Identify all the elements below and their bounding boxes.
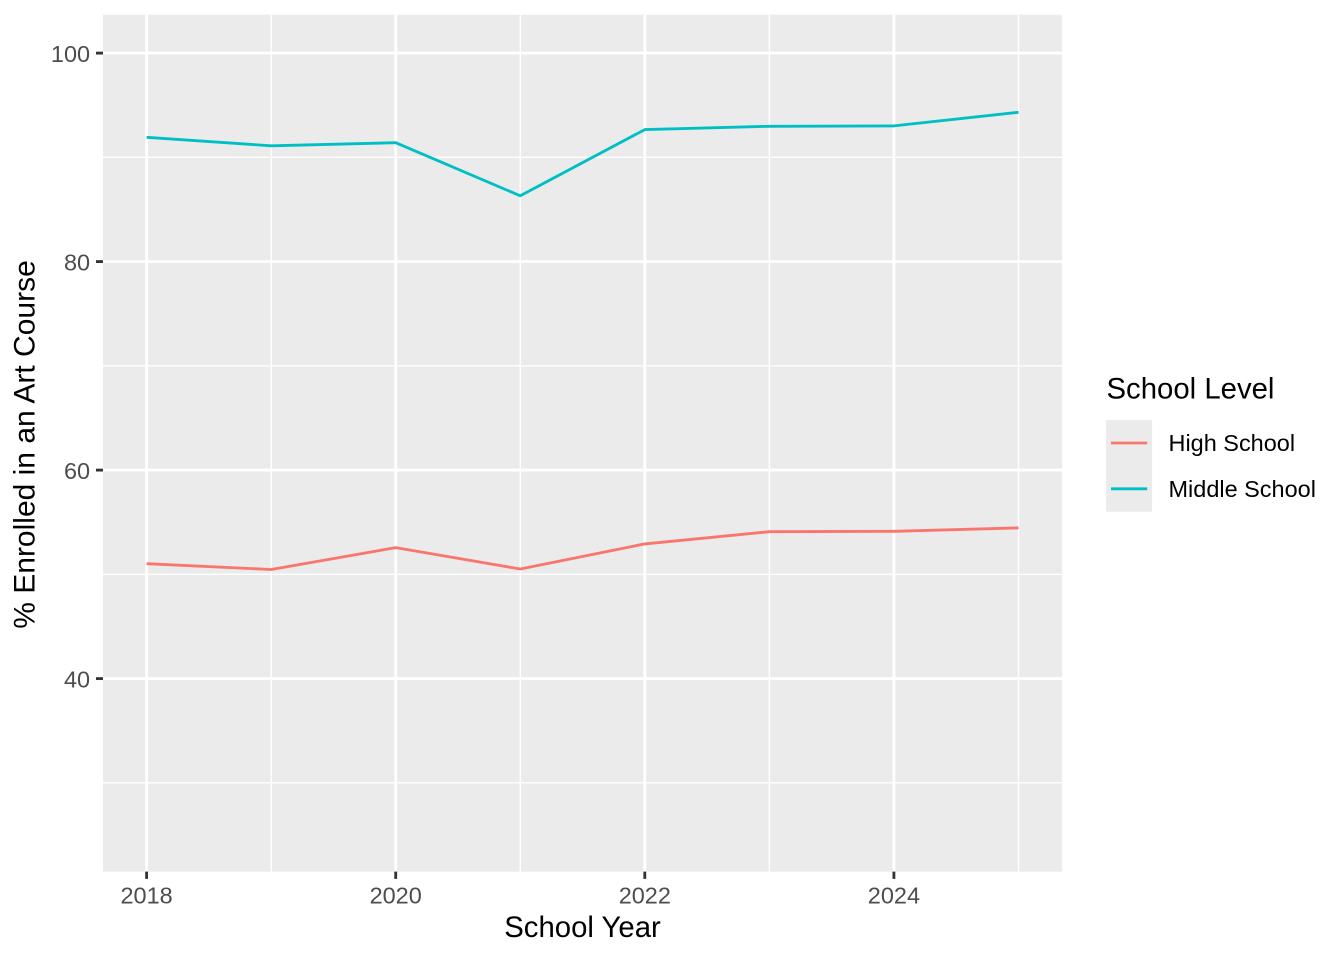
svg-text:100: 100 bbox=[51, 41, 90, 67]
svg-text:Middle School: Middle School bbox=[1169, 476, 1316, 502]
svg-text:40: 40 bbox=[64, 667, 90, 693]
svg-text:School Year: School Year bbox=[504, 911, 661, 944]
svg-text:60: 60 bbox=[64, 458, 90, 484]
svg-text:2018: 2018 bbox=[120, 883, 172, 909]
svg-text:2020: 2020 bbox=[370, 883, 422, 909]
svg-text:School Level: School Level bbox=[1107, 373, 1275, 406]
svg-text:High School: High School bbox=[1169, 430, 1296, 456]
svg-text:80: 80 bbox=[64, 250, 90, 276]
svg-text:2022: 2022 bbox=[619, 883, 671, 909]
svg-text:% Enrolled in an Art Course: % Enrolled in an Art Course bbox=[9, 260, 42, 629]
svg-text:2024: 2024 bbox=[868, 883, 920, 909]
